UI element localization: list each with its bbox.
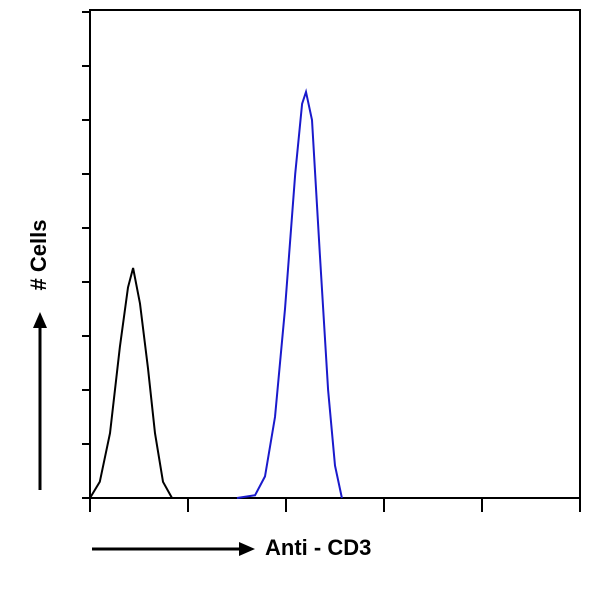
y-arrow-head — [33, 312, 47, 328]
histogram-line — [236, 88, 343, 499]
y-axis-label: # Cells — [26, 220, 51, 291]
x-axis-label: Anti - CD3 — [265, 535, 371, 560]
x-arrow-head — [239, 542, 255, 556]
histogram-line — [89, 267, 173, 499]
plot-frame — [89, 9, 581, 499]
